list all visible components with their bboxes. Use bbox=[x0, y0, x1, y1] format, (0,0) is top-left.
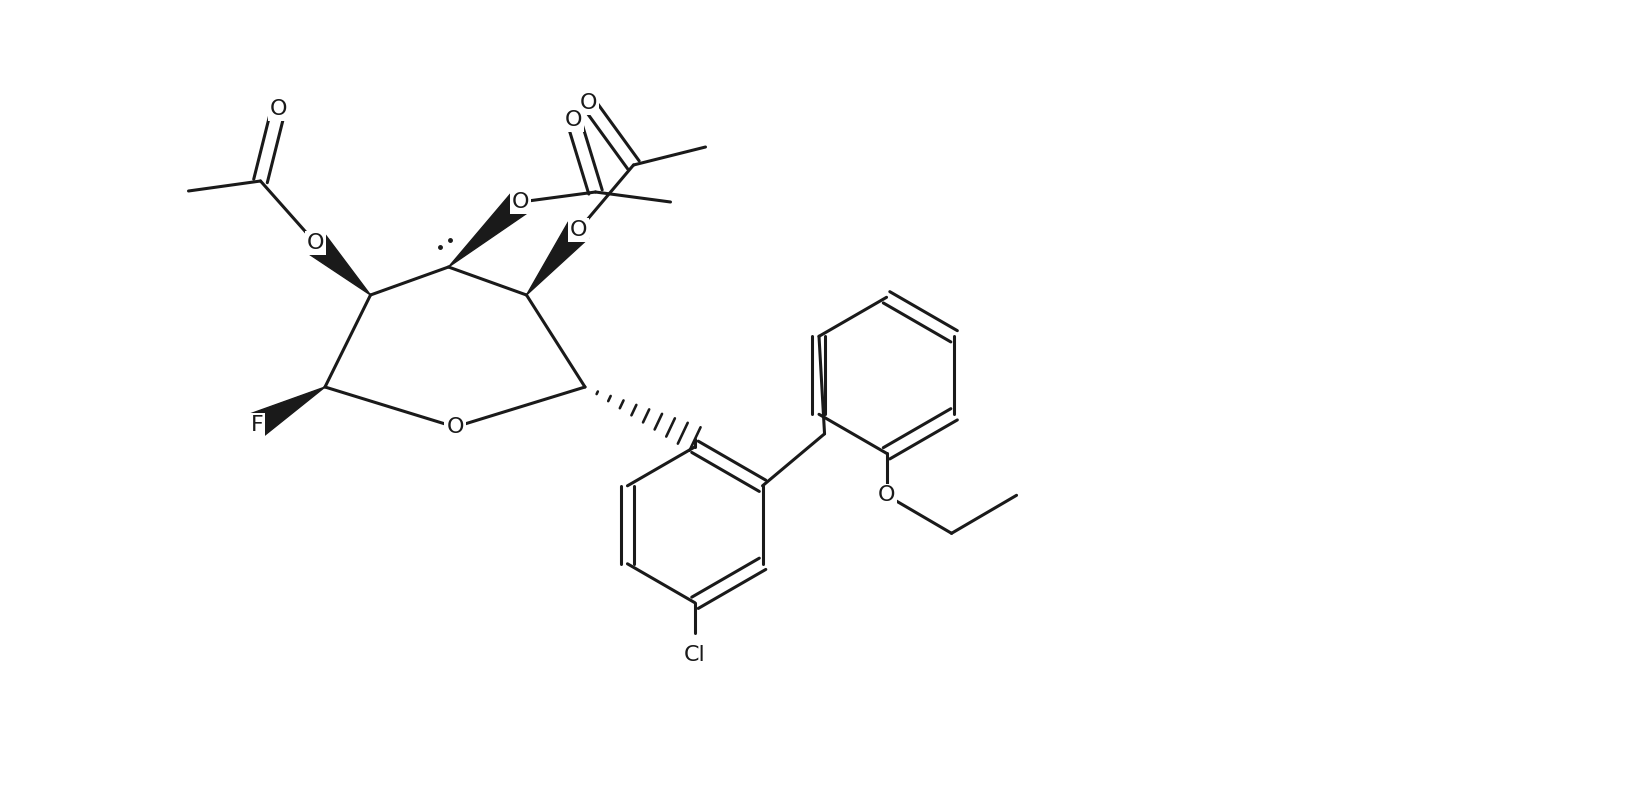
Text: F: F bbox=[251, 415, 263, 435]
Polygon shape bbox=[251, 387, 325, 436]
Text: O: O bbox=[269, 99, 287, 119]
Polygon shape bbox=[307, 233, 371, 295]
Text: Cl: Cl bbox=[685, 645, 706, 665]
Text: O: O bbox=[447, 417, 463, 437]
Text: O: O bbox=[565, 110, 583, 130]
Polygon shape bbox=[527, 222, 588, 295]
Text: O: O bbox=[580, 93, 598, 113]
Text: O: O bbox=[878, 485, 895, 505]
Text: O: O bbox=[307, 233, 323, 253]
Text: O: O bbox=[512, 192, 529, 212]
Text: O: O bbox=[570, 220, 588, 240]
Polygon shape bbox=[448, 192, 529, 267]
